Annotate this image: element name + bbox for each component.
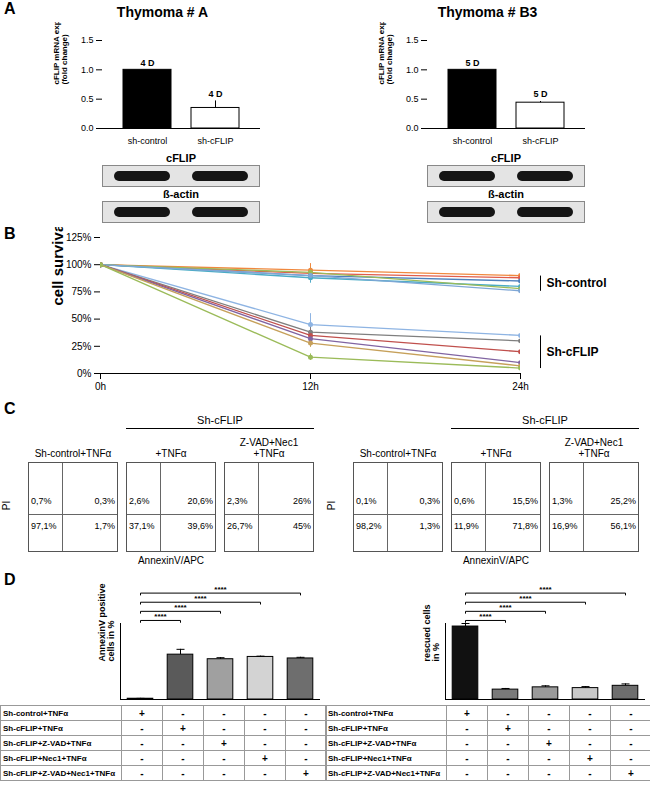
svg-text:Sh-control: Sh-control — [547, 276, 607, 290]
svg-text:****: **** — [539, 585, 552, 594]
svg-text:4 D: 4 D — [140, 58, 155, 68]
html-text:cFLIP: cFLIP — [166, 152, 196, 164]
svg-text:****: **** — [174, 603, 187, 612]
html-text:Sh-cFLIP+Z-VAD+TNFα: Sh-cFLIP+Z-VAD+TNFα — [3, 738, 92, 748]
svg-text:sh-control: sh-control — [453, 136, 493, 146]
svg-text:****: **** — [499, 603, 512, 612]
svg-text:1.0: 1.0 — [81, 65, 94, 75]
html-text:1,3%: 1,3% — [552, 496, 573, 507]
html-text:B: B — [4, 225, 16, 242]
html-text:C: C — [4, 400, 16, 417]
html-text:Sh-cFLIP+Nec1+TNFα: Sh-cFLIP+Nec1+TNFα — [328, 753, 412, 763]
html-text:Sh-cFLIP: Sh-cFLIP — [522, 414, 568, 426]
html-text:15,5%: 15,5% — [512, 496, 538, 507]
html-text:0,7%: 0,7% — [31, 496, 52, 507]
html-text:45%: 45% — [293, 521, 311, 532]
svg-text:Sh-cFLIP: Sh-cFLIP — [547, 345, 599, 359]
svg-text:0.0: 0.0 — [406, 123, 419, 133]
html-text:0,3%: 0,3% — [419, 496, 440, 507]
svg-text:1.5: 1.5 — [81, 35, 94, 45]
svg-text:sh-cFLIP: sh-cFLIP — [197, 136, 233, 146]
svg-text:5 D: 5 D — [465, 58, 480, 68]
html-text:Z-VAD+Nec1 +TNFα: Z-VAD+Nec1 +TNFα — [564, 437, 624, 459]
svg-text:sh-control: sh-control — [128, 136, 168, 146]
svg-text:rescued cellsin %: rescued cellsin % — [422, 604, 441, 661]
html-text:16,9%: 16,9% — [552, 521, 578, 532]
svg-text:AnnexinV positivecells in %: AnnexinV positivecells in % — [97, 583, 116, 661]
html-text:Thymoma # A: Thymoma # A — [116, 4, 209, 20]
html-text:+TNFα: +TNFα — [480, 448, 512, 459]
html-text:Sh-control+TNFα: Sh-control+TNFα — [328, 708, 394, 718]
html-text:0,3%: 0,3% — [94, 496, 115, 507]
svg-text:****: **** — [214, 585, 227, 594]
html-text:39,6%: 39,6% — [187, 521, 213, 532]
svg-text:4 D: 4 D — [208, 89, 223, 99]
html-text:PI: PI — [326, 500, 338, 511]
html-text:Sh-cFLIP: Sh-cFLIP — [197, 414, 243, 426]
html-text:Sh-cFLIP+Z-VAD+TNFα: Sh-cFLIP+Z-VAD+TNFα — [328, 738, 417, 748]
html-text:ß-actin: ß-actin — [163, 188, 199, 200]
html-text:Sh-cFLIP+Z-VAD+Nec1+TNFα: Sh-cFLIP+Z-VAD+Nec1+TNFα — [328, 768, 441, 778]
html-text:AnnexinV/APC: AnnexinV/APC — [137, 555, 205, 566]
svg-text:0%: 0% — [77, 368, 92, 379]
svg-text:sh-cFLIP: sh-cFLIP — [522, 136, 558, 146]
html-text:2,3%: 2,3% — [227, 496, 248, 507]
html-text:Sh-cFLIP+TNFα: Sh-cFLIP+TNFα — [3, 723, 63, 733]
html-text:+TNFα: +TNFα — [155, 448, 187, 459]
svg-text:1.0: 1.0 — [406, 65, 419, 75]
svg-text:****: **** — [519, 594, 532, 603]
html-text:ß-actin: ß-actin — [488, 188, 524, 200]
svg-text:50%: 50% — [71, 313, 91, 324]
svg-text:125%: 125% — [66, 232, 92, 243]
svg-text:0.5: 0.5 — [81, 94, 94, 104]
html-text:98,2%: 98,2% — [356, 521, 382, 532]
html-text:2,6%: 2,6% — [129, 496, 150, 507]
html-text:56,1%: 56,1% — [610, 521, 636, 532]
svg-text:12h: 12h — [302, 381, 319, 392]
html-text:71,8%: 71,8% — [512, 521, 538, 532]
svg-text:100%: 100% — [66, 259, 92, 270]
html-text:20,6%: 20,6% — [187, 496, 213, 507]
html-text:Sh-control+TNFα: Sh-control+TNFα — [3, 708, 69, 718]
svg-text:cFLIP mRNA expression(fold cha: cFLIP mRNA expression(fold change) — [377, 22, 394, 85]
svg-text:0.5: 0.5 — [406, 94, 419, 104]
svg-text:cell survival: cell survival — [49, 227, 66, 306]
html-text:Sh-control+TNFα: Sh-control+TNFα — [359, 448, 437, 459]
html-text:cFLIP: cFLIP — [491, 152, 521, 164]
html-text:A: A — [4, 0, 16, 17]
html-text:11,9%: 11,9% — [454, 521, 479, 532]
svg-text:5 D: 5 D — [533, 89, 548, 99]
html-text:26%: 26% — [293, 496, 311, 507]
html-text:Sh-control+TNFα: Sh-control+TNFα — [34, 448, 112, 459]
html-text:Sh-cFLIP+TNFα: Sh-cFLIP+TNFα — [328, 723, 388, 733]
svg-text:0h: 0h — [95, 381, 106, 392]
svg-text:0.0: 0.0 — [81, 123, 94, 133]
svg-text:****: **** — [154, 612, 167, 621]
svg-text:24h: 24h — [512, 381, 529, 392]
svg-text:25%: 25% — [71, 341, 91, 352]
html-text:37,1%: 37,1% — [129, 521, 155, 532]
html-text:Sh-cFLIP+Nec1+TNFα: Sh-cFLIP+Nec1+TNFα — [3, 753, 87, 763]
html-text:Z-VAD+Nec1 +TNFα: Z-VAD+Nec1 +TNFα — [239, 437, 299, 459]
html-text:Thymoma # B3: Thymoma # B3 — [437, 4, 538, 20]
html-text:1,7%: 1,7% — [94, 521, 115, 532]
html-text:D: D — [4, 571, 16, 588]
svg-text:1.5: 1.5 — [406, 35, 419, 45]
html-text:97,1%: 97,1% — [31, 521, 57, 532]
svg-text:75%: 75% — [71, 286, 91, 297]
html-text:1,3%: 1,3% — [419, 521, 440, 532]
svg-text:****: **** — [194, 594, 207, 603]
html-text:25,2%: 25,2% — [610, 496, 636, 507]
html-text:26,7%: 26,7% — [227, 521, 253, 532]
html-text:AnnexinV/APC: AnnexinV/APC — [462, 555, 530, 566]
html-text:Sh-cFLIP+Z-VAD+Nec1+TNFα: Sh-cFLIP+Z-VAD+Nec1+TNFα — [3, 768, 116, 778]
svg-text:****: **** — [479, 612, 492, 621]
html-text:0,6%: 0,6% — [454, 496, 475, 507]
svg-text:cFLIP mRNA expression(fold cha: cFLIP mRNA expression(fold change) — [52, 22, 69, 85]
html-text:PI: PI — [1, 500, 13, 511]
html-text:0,1%: 0,1% — [356, 496, 377, 507]
